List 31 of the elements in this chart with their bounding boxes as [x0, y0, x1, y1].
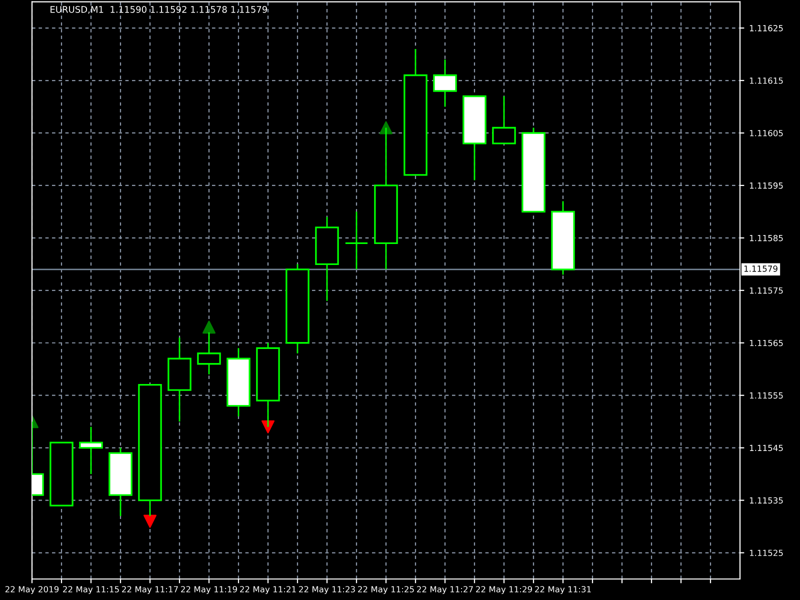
- y-tick-label: 1.11595: [750, 182, 783, 189]
- y-tick-label: 1.11585: [750, 234, 783, 242]
- y-tick-label: 1.11605: [750, 130, 783, 136]
- y-tick-label: 1.11575: [750, 287, 783, 294]
- x-tick-label: 22 May 2019: [5, 586, 59, 594]
- x-tick-label: 22 May 11:15: [63, 586, 119, 594]
- x-tick-label: 22 May 11:31: [535, 586, 591, 594]
- y-tick-label: 1.11565: [750, 340, 783, 346]
- chart-title: EURUSD,M1 1.11590 1.11592 1.11578 1.11579: [50, 6, 268, 14]
- x-tick-label: 22 May 11:29: [476, 586, 532, 594]
- x-tick-label: 22 May 11:17: [122, 586, 178, 594]
- candlestick: [433, 58, 457, 108]
- x-tick-label: 22 May 11:19: [181, 586, 237, 594]
- ref-line-label: 1.11579: [744, 266, 778, 272]
- point: [143, 514, 157, 528]
- y-tick-label: 1.11545: [750, 444, 783, 452]
- point: [261, 420, 275, 434]
- y-tick-label: 1.11555: [750, 392, 783, 399]
- candlestick: [79, 426, 103, 475]
- point: [202, 320, 216, 334]
- y-tick-label: 1.11615: [750, 77, 783, 84]
- y-tick-label: 1.11525: [750, 550, 783, 556]
- y-tick-label: 1.11625: [750, 25, 783, 32]
- y-tick-label: 1.11535: [750, 497, 783, 504]
- candlestick: [344, 210, 368, 270]
- candlestick: [492, 96, 516, 144]
- x-tick-label: 22 May 11:27: [417, 586, 473, 594]
- x-tick-label: 22 May 11:21: [240, 586, 296, 594]
- x-tick-label: 22 May 11:25: [358, 586, 414, 594]
- x-tick-label: 22 May 11:23: [299, 586, 355, 594]
- point: [379, 121, 393, 134]
